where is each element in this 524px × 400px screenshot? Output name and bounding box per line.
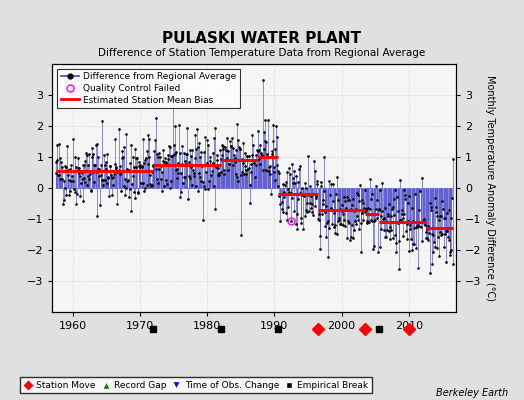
Legend: Difference from Regional Average, Quality Control Failed, Estimated Station Mean: Difference from Regional Average, Qualit… xyxy=(57,68,240,108)
Y-axis label: Monthly Temperature Anomaly Difference (°C): Monthly Temperature Anomaly Difference (… xyxy=(485,75,495,301)
Text: Difference of Station Temperature Data from Regional Average: Difference of Station Temperature Data f… xyxy=(99,48,425,58)
Legend: Station Move, Record Gap, Time of Obs. Change, Empirical Break: Station Move, Record Gap, Time of Obs. C… xyxy=(20,377,372,394)
Text: PULASKI WATER PLANT: PULASKI WATER PLANT xyxy=(162,31,362,46)
Text: Berkeley Earth: Berkeley Earth xyxy=(436,388,508,398)
